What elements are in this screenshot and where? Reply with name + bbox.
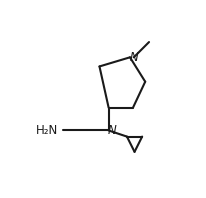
Text: N: N (108, 124, 117, 137)
Text: H₂N: H₂N (36, 124, 58, 137)
Text: N: N (129, 51, 138, 64)
